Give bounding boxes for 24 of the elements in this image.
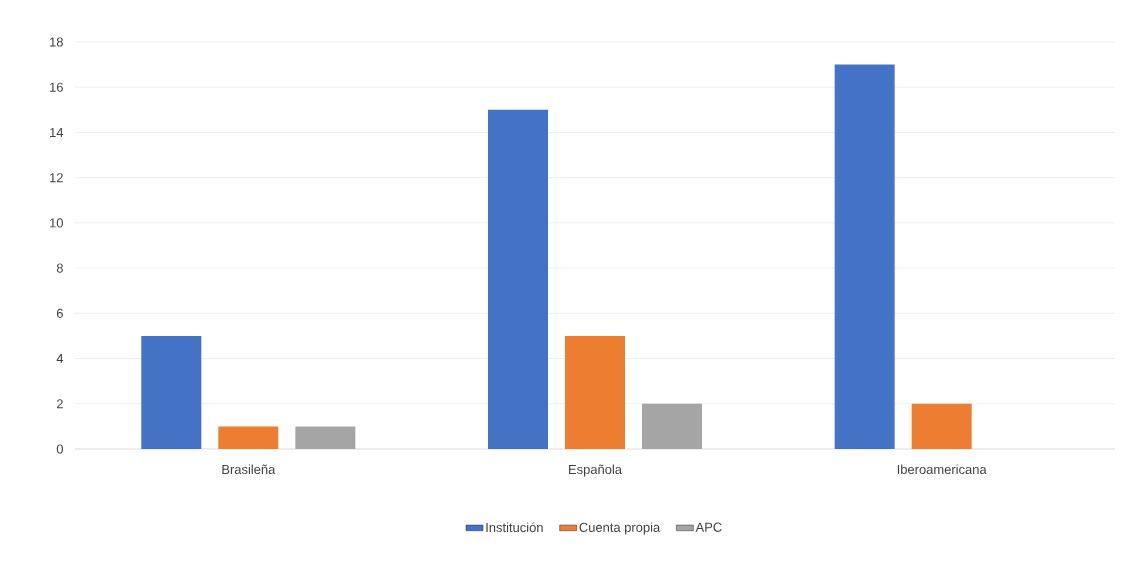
y-tick-label: 2 — [56, 399, 63, 409]
y-tick-label: 14 — [50, 127, 64, 137]
y-tick-label: 16 — [50, 82, 63, 92]
x-tick-label: Brasileña — [222, 464, 276, 475]
y-tick-label: 0 — [56, 444, 63, 454]
bar — [488, 109, 548, 449]
legend-label: APC — [695, 522, 722, 532]
y-tick-label: 12 — [50, 173, 63, 183]
bar — [218, 426, 279, 449]
bar — [141, 335, 202, 449]
legend-label: Cuenta propia — [579, 522, 661, 535]
y-tick-label: 10 — [50, 218, 63, 228]
bar — [834, 64, 895, 449]
bar — [911, 403, 972, 449]
y-tick-label: 18 — [50, 37, 63, 47]
bar — [295, 426, 356, 449]
y-tick-label: 4 — [56, 354, 64, 364]
y-tick-label: 6 — [56, 308, 63, 318]
bar — [642, 403, 702, 449]
x-tick-label: Española — [569, 464, 622, 477]
legend-label: Institución — [486, 522, 543, 533]
x-tick-label: Iberoamericana — [897, 464, 987, 475]
y-tick-label: 8 — [56, 263, 63, 273]
bar — [565, 335, 625, 449]
